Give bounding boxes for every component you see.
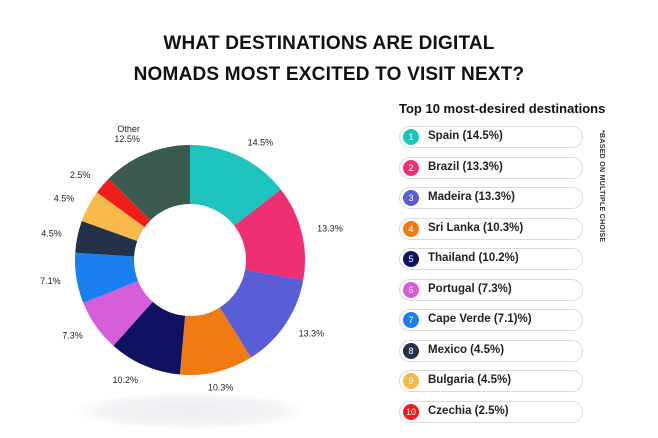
legend-item: 1 Spain (14.5%) bbox=[399, 126, 583, 148]
legend-list: 1 Spain (14.5%) 2 Brazil (13.3%) 3 Madeira (1… bbox=[399, 126, 583, 431]
donut-slice-brazil bbox=[234, 189, 305, 281]
legend-number-badge: 7 bbox=[403, 312, 419, 328]
slice-percent-label: 7.3% bbox=[62, 330, 83, 340]
donut-slice-czechia bbox=[96, 178, 151, 228]
donut-slice-other bbox=[108, 145, 190, 221]
donut-slice-sri-lanka bbox=[179, 307, 252, 375]
legend-label: Mexico (4.5%) bbox=[428, 343, 505, 356]
chart-shadow bbox=[78, 393, 302, 429]
legend-number-badge: 3 bbox=[403, 190, 419, 206]
donut-chart: 14.5% 13.3% 13.3% 10.3% 10.2% 7.3% 7.1% 4.5% 4.5… bbox=[40, 124, 343, 392]
donut-slice-mexico bbox=[75, 221, 138, 257]
legend-number-badge: 2 bbox=[403, 159, 419, 176]
legend-label: Czechia (2.5%) bbox=[428, 404, 509, 417]
legend-number-badge: 9 bbox=[403, 373, 419, 389]
slice-percent-label: 13.3% bbox=[317, 224, 343, 234]
legend-item: 10 Czechia (2.5%) bbox=[399, 400, 583, 423]
legend-item: 6 Portugal (7.3%) bbox=[399, 278, 583, 301]
legend-number-badge: 5 bbox=[403, 251, 419, 267]
legend-label: Brazil (13.3%) bbox=[428, 160, 503, 173]
donut-slice-thailand bbox=[113, 301, 186, 375]
slice-percent-label: 12.5% bbox=[114, 134, 140, 144]
chart-title-line-1: WHAT DESTINATIONS ARE DIGITAL bbox=[163, 33, 495, 54]
footnote: *BASED ON MULTIPLE CHOISE bbox=[598, 130, 605, 243]
legend-item: 5 Thailand (10.2%) bbox=[399, 248, 583, 270]
slice-percent-label: 14.5% bbox=[248, 137, 274, 147]
legend-number-badge: 6 bbox=[403, 281, 419, 298]
legend-number-badge: 4 bbox=[403, 220, 419, 237]
legend-item: 9 Bulgaria (4.5%) bbox=[399, 370, 583, 392]
slice-percent-label: 4.5% bbox=[41, 228, 62, 238]
legend-item: 3 Madeira (13.3%) bbox=[399, 187, 583, 209]
slice-percent-label: 10.2% bbox=[112, 375, 138, 385]
legend-label: Bulgaria (4.5%) bbox=[428, 374, 512, 386]
legend-item: 4 Sri Lanka (10.3%) bbox=[399, 217, 583, 240]
slice-percent-label: 2.5% bbox=[70, 170, 91, 180]
legend-item: 7 Cape Verde (7.1)%) bbox=[399, 309, 583, 331]
legend-title: Top 10 most-desired destinations bbox=[399, 101, 606, 116]
legend-label: Madeira (13.3%) bbox=[428, 191, 515, 203]
donut-slice-cape-verde bbox=[75, 252, 139, 304]
chart-title-line-2: NOMADS MOST EXCITED TO VISIT NEXT? bbox=[133, 64, 525, 85]
legend-label: Spain (14.5%) bbox=[428, 130, 503, 142]
legend-number-badge: 10 bbox=[403, 403, 419, 420]
donut-slice-madeira bbox=[219, 269, 304, 358]
legend-number-badge: 1 bbox=[403, 129, 419, 145]
slice-percent-label: 7.1% bbox=[40, 276, 61, 286]
legend-label: Sri Lanka (10.3%) bbox=[428, 221, 524, 234]
legend-item: 8 Mexico (4.5%) bbox=[399, 339, 583, 362]
legend-number-badge: 8 bbox=[403, 342, 419, 359]
donut-slice-portugal bbox=[83, 280, 153, 346]
donut-slice-bulgaria bbox=[81, 192, 145, 242]
slice-percent-label: 10.3% bbox=[208, 382, 234, 392]
other-category-label: Other bbox=[117, 124, 140, 134]
legend-label: Portugal (7.3%) bbox=[428, 282, 512, 295]
legend-item: 2 Brazil (13.3%) bbox=[399, 156, 583, 179]
slice-percent-label: 4.5% bbox=[54, 194, 75, 204]
legend-label: Cape Verde (7.1)%) bbox=[428, 313, 532, 325]
legend-label: Thailand (10.2%) bbox=[428, 252, 519, 264]
slice-percent-label: 13.3% bbox=[299, 328, 325, 338]
donut-slice-spain bbox=[190, 145, 281, 226]
